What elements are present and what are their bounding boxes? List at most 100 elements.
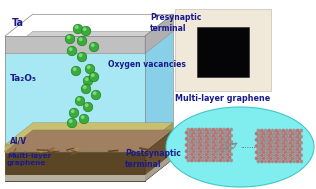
Circle shape xyxy=(192,138,195,140)
Circle shape xyxy=(227,128,229,131)
Circle shape xyxy=(210,150,213,152)
Circle shape xyxy=(266,151,269,153)
Circle shape xyxy=(216,135,218,137)
Circle shape xyxy=(191,147,193,149)
Circle shape xyxy=(202,141,204,143)
Circle shape xyxy=(214,131,216,134)
Circle shape xyxy=(298,151,301,153)
Circle shape xyxy=(259,132,261,135)
Circle shape xyxy=(273,132,276,135)
Circle shape xyxy=(217,131,220,134)
Circle shape xyxy=(207,131,209,134)
Text: Ta₂O₅: Ta₂O₅ xyxy=(10,74,37,83)
Circle shape xyxy=(255,151,258,153)
Circle shape xyxy=(77,36,87,46)
Circle shape xyxy=(271,160,274,163)
Circle shape xyxy=(194,153,197,156)
Circle shape xyxy=(203,138,206,140)
Circle shape xyxy=(280,151,283,153)
Circle shape xyxy=(212,135,215,137)
Circle shape xyxy=(282,129,284,132)
Circle shape xyxy=(70,48,72,50)
Circle shape xyxy=(71,66,81,76)
Circle shape xyxy=(219,159,222,162)
Circle shape xyxy=(83,28,86,30)
Circle shape xyxy=(207,138,209,140)
Circle shape xyxy=(221,156,223,159)
Circle shape xyxy=(189,131,191,134)
Circle shape xyxy=(296,154,299,156)
Circle shape xyxy=(77,52,87,62)
Circle shape xyxy=(279,142,281,144)
Circle shape xyxy=(202,147,204,149)
Circle shape xyxy=(288,145,290,147)
Circle shape xyxy=(293,142,295,144)
Circle shape xyxy=(81,84,91,94)
Polygon shape xyxy=(5,130,173,152)
Circle shape xyxy=(83,76,93,86)
Circle shape xyxy=(187,147,190,149)
Polygon shape xyxy=(5,36,145,181)
Circle shape xyxy=(270,151,272,153)
Circle shape xyxy=(223,153,225,156)
Circle shape xyxy=(221,144,223,146)
Circle shape xyxy=(296,142,299,144)
Circle shape xyxy=(263,139,265,141)
Circle shape xyxy=(291,157,294,160)
Circle shape xyxy=(198,147,200,149)
Circle shape xyxy=(293,136,295,138)
Circle shape xyxy=(209,141,211,143)
Circle shape xyxy=(264,148,267,150)
Circle shape xyxy=(194,159,197,162)
Circle shape xyxy=(196,144,198,146)
Circle shape xyxy=(223,141,225,143)
Circle shape xyxy=(280,132,283,135)
Circle shape xyxy=(227,159,229,162)
Circle shape xyxy=(192,144,195,146)
Circle shape xyxy=(300,136,302,138)
Circle shape xyxy=(275,142,277,144)
Circle shape xyxy=(277,132,279,135)
Circle shape xyxy=(296,160,299,163)
Circle shape xyxy=(207,144,209,146)
Circle shape xyxy=(266,132,269,135)
Circle shape xyxy=(230,141,232,143)
Circle shape xyxy=(207,156,209,159)
Circle shape xyxy=(263,145,265,147)
Circle shape xyxy=(271,129,274,132)
Circle shape xyxy=(198,128,200,131)
Circle shape xyxy=(198,159,200,162)
Circle shape xyxy=(210,144,213,146)
Circle shape xyxy=(261,142,263,144)
Circle shape xyxy=(200,138,202,140)
Circle shape xyxy=(264,160,267,163)
Circle shape xyxy=(225,156,227,159)
Text: Ta: Ta xyxy=(12,18,24,28)
Circle shape xyxy=(205,141,207,143)
Circle shape xyxy=(268,136,270,138)
Circle shape xyxy=(298,139,301,141)
Circle shape xyxy=(255,157,258,160)
Circle shape xyxy=(261,154,263,156)
Circle shape xyxy=(270,139,272,141)
Circle shape xyxy=(288,157,290,160)
Circle shape xyxy=(227,153,229,156)
Circle shape xyxy=(277,139,279,141)
Circle shape xyxy=(187,128,190,131)
Circle shape xyxy=(266,145,269,147)
Circle shape xyxy=(293,154,295,156)
Circle shape xyxy=(225,150,227,152)
Circle shape xyxy=(282,160,284,163)
Circle shape xyxy=(284,145,286,147)
Circle shape xyxy=(187,159,190,162)
Circle shape xyxy=(216,159,218,162)
Circle shape xyxy=(194,135,197,137)
Circle shape xyxy=(205,159,207,162)
Circle shape xyxy=(198,153,200,156)
Circle shape xyxy=(185,144,188,146)
Circle shape xyxy=(277,145,279,147)
Circle shape xyxy=(293,148,295,150)
Circle shape xyxy=(91,74,94,77)
Circle shape xyxy=(185,150,188,152)
Circle shape xyxy=(196,138,198,140)
